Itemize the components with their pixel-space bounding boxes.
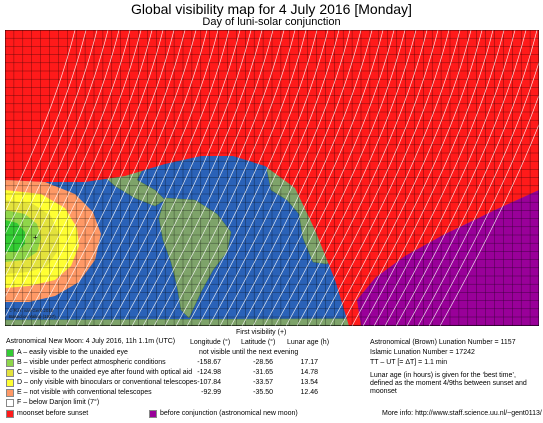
lunar-age-contour (208, 30, 340, 326)
map-subtitle: Day of luni-solar conjunction (202, 16, 341, 28)
lunar-age-contour (318, 30, 450, 326)
first-visibility-title: First visibility (+) (236, 329, 287, 336)
lunar-age-contour (219, 30, 351, 326)
lunar-age-contour (32, 30, 164, 326)
lunar-age-contour (384, 30, 516, 326)
lunar-age-contour (98, 30, 230, 326)
lunar-age-contour (21, 30, 153, 326)
lunar-age-contour (5, 30, 131, 318)
legend-label-B: B – visible under perfect atmospheric co… (17, 359, 166, 366)
visibility-map: + (5, 30, 539, 326)
legend-label-moonset: moonset before sunset (17, 410, 89, 417)
legend-swatch-F (6, 399, 14, 407)
row-C-latitude: -31.65 (253, 369, 273, 376)
lunar-age-contour (43, 30, 175, 326)
legend-label-E: E – not visible with conventional telesc… (17, 389, 152, 396)
lunar-age-contour (76, 30, 208, 326)
lunar-age-contour (186, 30, 318, 326)
lunar-age-note: Lunar age (in hours) is given for the ‘b… (370, 372, 527, 395)
first-visibility-marker: + (33, 233, 38, 242)
map-title: Global visibility map for 4 July 2016 [M… (131, 1, 412, 17)
row-E-age: 12.46 (300, 389, 318, 396)
row-D-age: 13.54 (300, 379, 318, 386)
legend-swatch-A (6, 349, 14, 357)
legend-swatch-C (6, 369, 14, 377)
lunar-age-contour (406, 30, 538, 326)
row-C-longitude: -124.98 (197, 369, 221, 376)
lunar-age-contour (241, 30, 373, 326)
lunar-age-contour (131, 30, 263, 326)
lunar-age-contour (263, 30, 395, 326)
row-E-longitude: -92.99 (201, 389, 221, 396)
lunar-age-contour (109, 30, 241, 326)
conjunction-time: Astronomical New Moon: 4 July 2016, 11h … (6, 338, 176, 345)
lunar-age-contour (274, 30, 406, 326)
lunar-age-contours (5, 30, 539, 326)
lunar-age-contour (5, 30, 87, 235)
before-conjunction-zone (357, 190, 539, 326)
legend-swatch-moonset (6, 410, 14, 418)
row-B-latitude: -28.56 (253, 359, 273, 366)
more-info: More info: http://www.staff.science.uu.n… (382, 410, 542, 417)
lunar-age-contour (153, 30, 285, 326)
col-header-lunar-age: Lunar age (h) (287, 339, 330, 346)
row-C-age: 14.78 (300, 369, 318, 376)
lunar-age-contour (428, 94, 539, 326)
col-header-longitude: Longitude (°) (190, 339, 231, 346)
lunar-age-contour (395, 30, 527, 326)
lunar-age-contour (329, 30, 461, 326)
lunar-age-contour (175, 30, 307, 326)
south-america (158, 197, 232, 319)
delta-t: TT – UT [= ΔT] = 1.1 min (370, 359, 448, 366)
lunar-age-contour (10, 30, 142, 326)
legend-label-F: F – below Danjon limit (7°) (17, 399, 100, 406)
islamic-lunation: Islamic Lunation Number = 17242 (370, 349, 475, 356)
copyright-line-1: © R.H. van Gent 2015 (9, 308, 54, 313)
row-B-longitude: -158.67 (197, 359, 221, 366)
row-A-value: not visible until the next evening (199, 349, 299, 356)
row-D-latitude: -33.57 (253, 379, 273, 386)
lat-long-grid (5, 30, 539, 326)
lunar-age-contour (296, 30, 428, 326)
row-D-longitude: -107.84 (197, 379, 221, 386)
col-header-latitude: Latitude (°) (241, 339, 276, 346)
lunar-age-contour (54, 30, 186, 326)
legend-swatch-before (149, 410, 157, 418)
lunar-age-contour (362, 30, 494, 326)
lunar-age-contour (351, 30, 483, 326)
brown-lunation: Astronomical (Brown) Lunation Number = 1… (370, 339, 516, 346)
legend-swatch-D (6, 379, 14, 387)
lunar-age-contour (439, 123, 539, 326)
legend-label-C: C – visible to the unaided eye after fou… (17, 369, 193, 376)
lunar-age-contour (230, 30, 362, 326)
lunar-age-contour (142, 30, 274, 326)
legend-label-before: before conjunction (astronomical new moo… (160, 410, 298, 417)
lunar-age-contour (285, 30, 417, 326)
lunar-age-contour (252, 30, 384, 326)
lunar-age-contour (340, 30, 472, 326)
lunar-age-contour (197, 30, 329, 326)
row-B-age: 17.17 (300, 359, 318, 366)
legend-swatch-E (6, 389, 14, 397)
legend-swatch-B (6, 359, 14, 367)
copyright-line-2: Based on Yallop (1997) (9, 314, 56, 319)
lunar-age-contour (5, 30, 98, 257)
lunar-age-contour (373, 30, 505, 326)
legend-label-A: A – easily visible to the unaided eye (17, 349, 128, 356)
row-E-latitude: -35.50 (253, 389, 273, 396)
lunar-age-contour (307, 30, 439, 326)
legend-label-D: D – only visible with binoculars or conv… (17, 379, 198, 386)
lunar-age-contour (120, 30, 252, 326)
lunar-age-contour (5, 30, 76, 213)
lunar-age-contour (164, 30, 296, 326)
lunar-age-contour (65, 30, 197, 326)
lunar-age-contour (5, 30, 109, 278)
lunar-age-contour (87, 30, 219, 326)
lunar-age-contour (5, 30, 120, 298)
